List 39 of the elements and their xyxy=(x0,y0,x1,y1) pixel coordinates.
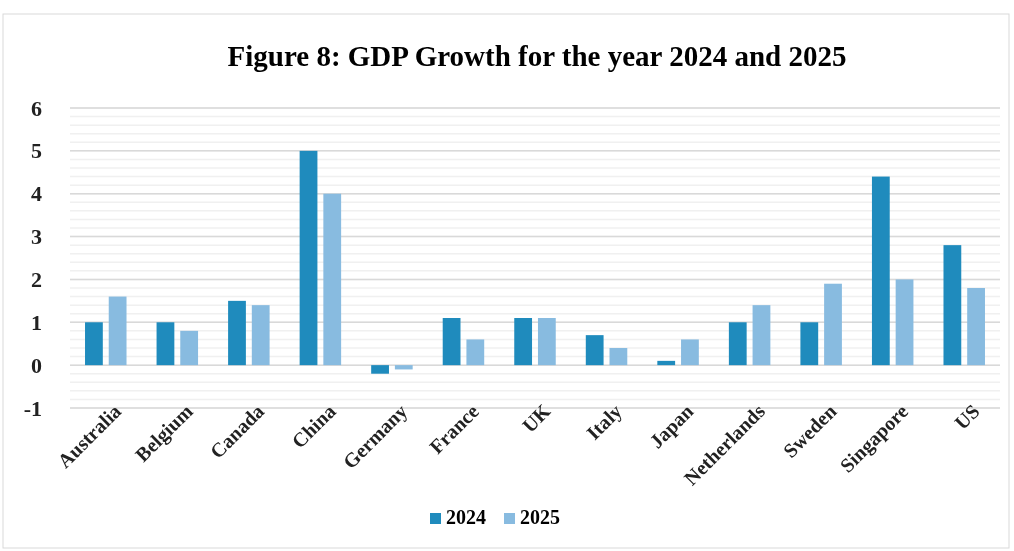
y-tick-label: 5 xyxy=(31,138,42,164)
y-tick-label: 4 xyxy=(31,181,42,207)
bar xyxy=(537,318,556,366)
x-tick-label: US xyxy=(950,399,984,434)
bar xyxy=(514,318,533,366)
bar xyxy=(251,305,270,366)
bar xyxy=(967,288,985,366)
y-tick-label: 3 xyxy=(31,224,42,250)
y-tick-label: -1 xyxy=(23,395,42,421)
bar xyxy=(895,279,914,366)
y-tick-label: 0 xyxy=(31,352,42,378)
legend-label: 2025 xyxy=(520,506,560,528)
bar xyxy=(180,330,199,366)
x-tick-label: UK xyxy=(517,399,555,437)
bar xyxy=(228,300,246,366)
y-tick-label: 2 xyxy=(31,266,42,292)
bar xyxy=(466,339,485,366)
bar xyxy=(299,150,318,366)
bar xyxy=(442,318,461,366)
bar xyxy=(371,365,389,374)
bar xyxy=(394,365,413,370)
bar xyxy=(824,283,842,366)
legend-label: 2024 xyxy=(446,506,486,528)
bar xyxy=(943,245,962,366)
y-tick-label: 1 xyxy=(31,309,42,335)
bar xyxy=(752,305,771,366)
bar xyxy=(657,360,676,366)
bar xyxy=(156,322,175,366)
bar xyxy=(323,193,342,366)
bar xyxy=(800,322,819,366)
bar xyxy=(609,348,628,366)
y-tick-label: 6 xyxy=(31,95,42,121)
bar xyxy=(871,176,890,366)
bar xyxy=(108,296,127,366)
bar xyxy=(585,335,604,366)
chart-title: Figure 8: GDP Growth for the year 2024 and 2025 xyxy=(227,40,847,72)
bar xyxy=(728,322,747,366)
bar xyxy=(681,339,699,366)
bar xyxy=(85,322,103,366)
